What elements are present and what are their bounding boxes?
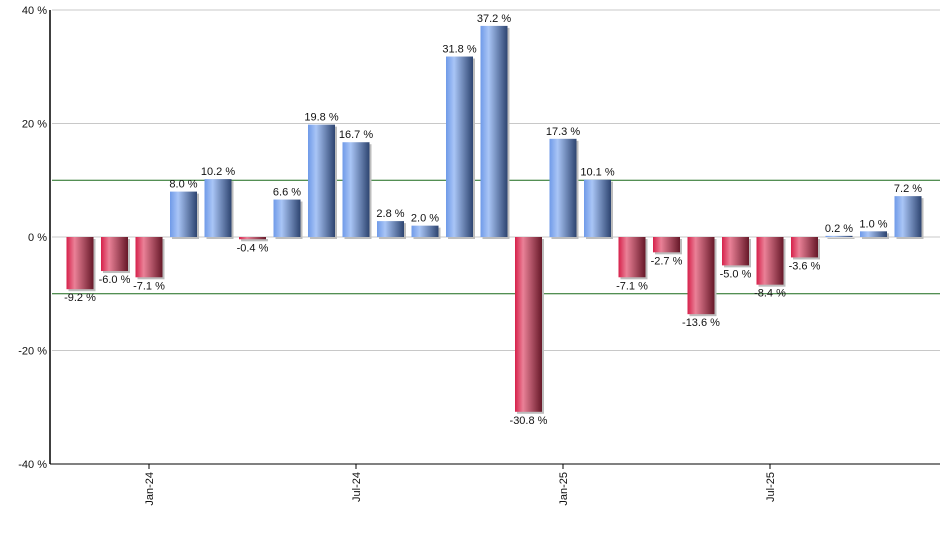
bar-shadow — [241, 239, 268, 242]
bar — [722, 237, 749, 266]
x-tick-label: Jul-24 — [351, 472, 363, 502]
data-label: 10.2 % — [201, 166, 235, 178]
data-label: -13.6 % — [682, 317, 720, 329]
data-label: 37.2 % — [477, 13, 511, 25]
bar — [342, 142, 370, 237]
bar — [515, 237, 542, 412]
bar — [549, 138, 577, 237]
data-label: -7.1 % — [133, 280, 165, 292]
bar — [584, 179, 611, 237]
data-label: 31.8 % — [442, 44, 476, 56]
data-label: 2.8 % — [376, 208, 404, 220]
x-tick-label: Jan-25 — [558, 472, 570, 506]
data-label: -6.0 % — [99, 274, 131, 286]
bar — [480, 25, 508, 237]
x-tick-label: Jan-24 — [144, 472, 156, 506]
y-tick-label: 40 % — [22, 5, 47, 17]
bar — [653, 237, 680, 253]
bar — [170, 191, 197, 237]
y-tick-label: 20 % — [22, 119, 47, 131]
bar — [791, 237, 818, 258]
bar — [273, 199, 301, 237]
data-label: 17.3 % — [546, 126, 580, 138]
y-tick-label: -20 % — [18, 346, 47, 358]
bar — [135, 237, 163, 278]
data-label: 8.0 % — [169, 179, 197, 191]
data-label: -3.6 % — [789, 260, 821, 272]
data-label: -7.1 % — [616, 280, 648, 292]
y-tick-label: 0 % — [28, 232, 47, 244]
data-label: 16.7 % — [339, 129, 373, 141]
bar — [204, 179, 232, 237]
data-label: 6.6 % — [273, 187, 301, 199]
bar — [860, 231, 887, 237]
data-label: -8.4 % — [754, 288, 786, 300]
data-label: 7.2 % — [894, 183, 922, 195]
bar — [101, 237, 128, 272]
data-label: -30.8 % — [510, 415, 548, 427]
bar — [446, 56, 473, 237]
bar — [894, 196, 922, 237]
bar — [825, 235, 853, 237]
bar — [411, 225, 439, 237]
data-label: 2.0 % — [411, 213, 439, 225]
data-label: -5.0 % — [720, 268, 752, 280]
bar — [308, 124, 335, 237]
bar-shadow — [827, 237, 855, 239]
data-label: -0.4 % — [237, 242, 269, 254]
data-label: 19.8 % — [304, 112, 338, 124]
bar — [239, 237, 266, 240]
data-label: 0.2 % — [825, 223, 853, 235]
bar — [618, 237, 646, 278]
bar — [66, 237, 94, 290]
data-label: -2.7 % — [651, 255, 683, 267]
bar — [377, 221, 404, 237]
x-tick-label: Jul-25 — [765, 472, 777, 502]
data-label: 10.1 % — [580, 167, 614, 179]
bar — [687, 237, 715, 315]
data-label: 1.0 % — [859, 218, 887, 230]
data-label: -9.2 % — [64, 292, 96, 304]
bar — [756, 237, 784, 285]
y-tick-label: -40 % — [18, 459, 47, 471]
